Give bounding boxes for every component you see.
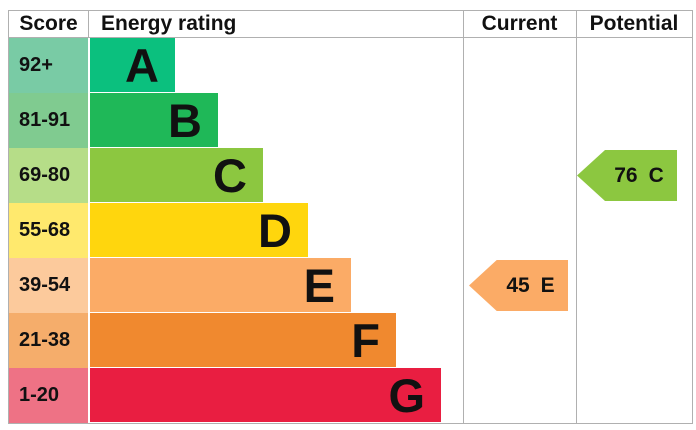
rating-row-f: 21-38 F [9, 313, 692, 368]
divider-score-energy [88, 11, 89, 37]
potential-rating-letter: C [648, 163, 664, 187]
rating-bar: E [90, 258, 351, 312]
rating-letter: C [213, 148, 247, 202]
rating-row-d: 55-68 D [9, 203, 692, 258]
rating-bar: A [90, 38, 175, 92]
score-range-cell: 55-68 [9, 203, 88, 258]
score-range-cell: 69-80 [9, 148, 88, 203]
score-range-cell: 1-20 [9, 368, 88, 423]
rating-bar: D [90, 203, 308, 257]
rating-letter: A [125, 38, 159, 92]
divider-energy-current [463, 11, 464, 423]
rating-row-c: 69-80 C [9, 148, 692, 203]
score-range-cell: 21-38 [9, 313, 88, 368]
rating-bar: G [90, 368, 441, 422]
table-header: Score Energy rating Current Potential [9, 11, 692, 38]
score-range-cell: 81-91 [9, 93, 88, 148]
header-current: Current [481, 12, 558, 35]
rating-bar: F [90, 313, 396, 367]
current-rating-letter: E [540, 273, 555, 297]
rating-letter: F [351, 313, 380, 367]
potential-score-value: 76 [614, 163, 638, 187]
rating-row-e: 39-54 E [9, 258, 692, 313]
rating-letter: E [303, 258, 335, 312]
header-energy-rating: Energy rating [101, 12, 237, 35]
score-range-cell: 92+ [9, 38, 88, 93]
rating-rows: 92+ A 81-91 B 69-80 C 55-68 D 39-54 E 21… [9, 38, 692, 423]
epc-table: Score Energy rating Current Potential 92… [8, 10, 693, 424]
rating-bar: B [90, 93, 218, 147]
header-potential: Potential [589, 12, 679, 35]
rating-row-b: 81-91 B [9, 93, 692, 148]
divider-current-potential [576, 11, 577, 423]
score-range-cell: 39-54 [9, 258, 88, 313]
rating-row-a: 92+ A [9, 38, 692, 93]
current-score-value: 45 [506, 273, 530, 297]
rating-letter: B [168, 93, 202, 147]
rating-bar: C [90, 148, 263, 202]
header-score: Score [19, 12, 78, 35]
rating-row-g: 1-20 G [9, 368, 692, 423]
rating-letter: G [388, 368, 425, 422]
rating-letter: D [258, 203, 292, 257]
